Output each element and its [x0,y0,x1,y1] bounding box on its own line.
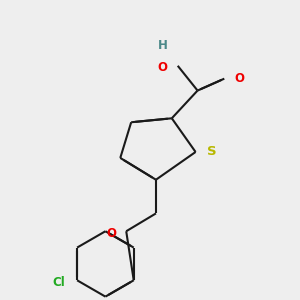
Text: H: H [158,40,168,52]
Text: Cl: Cl [52,276,65,289]
Text: O: O [234,72,244,85]
Text: O: O [106,227,116,240]
Text: O: O [158,61,168,74]
Text: S: S [208,146,217,158]
